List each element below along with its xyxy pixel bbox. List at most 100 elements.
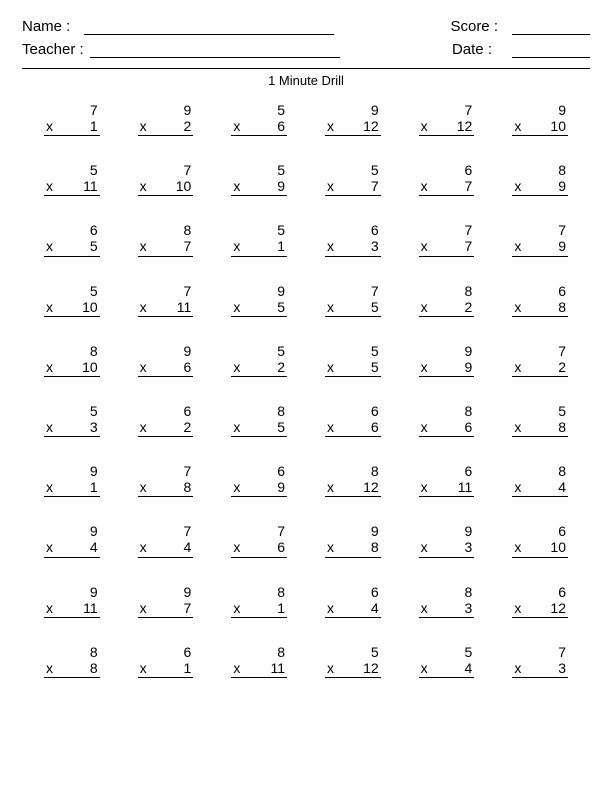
multiplicand: 5 bbox=[325, 162, 381, 178]
multiplier: 5 bbox=[56, 238, 100, 254]
problem: 8x1 bbox=[231, 584, 287, 618]
multiplicand: 9 bbox=[138, 343, 194, 359]
problem: 8x2 bbox=[419, 283, 475, 317]
multiplicand: 8 bbox=[512, 162, 568, 178]
multiplier: 1 bbox=[150, 660, 194, 676]
problem: 5x5 bbox=[325, 343, 381, 377]
teacher-field: Teacher : bbox=[22, 41, 340, 58]
multiplier-row: x2 bbox=[138, 118, 194, 136]
operator: x bbox=[512, 238, 524, 254]
problem: 6x10 bbox=[512, 523, 568, 557]
multiplier: 8 bbox=[524, 419, 568, 435]
operator: x bbox=[44, 660, 56, 676]
multiplier: 12 bbox=[431, 118, 475, 134]
multiplier-row: x12 bbox=[325, 660, 381, 678]
multiplicand: 8 bbox=[512, 463, 568, 479]
problem: 6x11 bbox=[419, 463, 475, 497]
multiplicand: 6 bbox=[325, 222, 381, 238]
multiplicand: 7 bbox=[419, 102, 475, 118]
multiplier: 2 bbox=[150, 118, 194, 134]
problem: 7x6 bbox=[231, 523, 287, 557]
multiplier-row: x2 bbox=[512, 359, 568, 377]
multiplier-row: x1 bbox=[138, 660, 194, 678]
multiplier-row: x8 bbox=[325, 539, 381, 557]
multiplier-row: x8 bbox=[138, 479, 194, 497]
multiplier-row: x9 bbox=[231, 479, 287, 497]
multiplier: 9 bbox=[243, 479, 287, 495]
multiplicand: 6 bbox=[325, 403, 381, 419]
operator: x bbox=[512, 359, 524, 375]
operator: x bbox=[419, 118, 431, 134]
problem: 6x2 bbox=[138, 403, 194, 437]
multiplicand: 8 bbox=[231, 584, 287, 600]
multiplicand: 7 bbox=[512, 222, 568, 238]
problem: 8x7 bbox=[138, 222, 194, 256]
operator: x bbox=[419, 419, 431, 435]
multiplier: 6 bbox=[243, 539, 287, 555]
multiplier-row: x12 bbox=[325, 118, 381, 136]
problem: 5x2 bbox=[231, 343, 287, 377]
name-line[interactable] bbox=[84, 19, 334, 35]
problem: 8x9 bbox=[512, 162, 568, 196]
worksheet-title: 1 Minute Drill bbox=[22, 73, 590, 88]
multiplicand: 5 bbox=[231, 343, 287, 359]
teacher-line[interactable] bbox=[90, 42, 340, 58]
multiplicand: 9 bbox=[325, 523, 381, 539]
operator: x bbox=[231, 118, 243, 134]
operator: x bbox=[419, 299, 431, 315]
multiplier-row: x1 bbox=[231, 600, 287, 618]
operator: x bbox=[325, 299, 337, 315]
multiplier-row: x9 bbox=[419, 359, 475, 377]
multiplier: 9 bbox=[243, 178, 287, 194]
problem: 6x12 bbox=[512, 584, 568, 618]
multiplier: 2 bbox=[150, 419, 194, 435]
multiplicand: 8 bbox=[419, 283, 475, 299]
multiplier: 4 bbox=[56, 539, 100, 555]
operator: x bbox=[231, 178, 243, 194]
multiplier-row: x6 bbox=[138, 359, 194, 377]
multiplier-row: x8 bbox=[512, 419, 568, 437]
operator: x bbox=[512, 419, 524, 435]
multiplier-row: x11 bbox=[138, 299, 194, 317]
operator: x bbox=[325, 479, 337, 495]
multiplicand: 7 bbox=[512, 644, 568, 660]
multiplier-row: x2 bbox=[231, 359, 287, 377]
multiplier-row: x10 bbox=[512, 118, 568, 136]
operator: x bbox=[325, 600, 337, 616]
operator: x bbox=[231, 299, 243, 315]
multiplier-row: x3 bbox=[325, 238, 381, 256]
score-line[interactable] bbox=[512, 19, 590, 35]
multiplier: 1 bbox=[56, 118, 100, 134]
operator: x bbox=[44, 178, 56, 194]
multiplicand: 8 bbox=[138, 222, 194, 238]
multiplier: 4 bbox=[150, 539, 194, 555]
multiplier: 5 bbox=[243, 299, 287, 315]
multiplier: 4 bbox=[431, 660, 475, 676]
multiplier: 12 bbox=[524, 600, 568, 616]
multiplier-row: x12 bbox=[325, 479, 381, 497]
operator: x bbox=[231, 600, 243, 616]
problem: 9x10 bbox=[512, 102, 568, 136]
multiplicand: 5 bbox=[419, 644, 475, 660]
date-line[interactable] bbox=[512, 42, 590, 58]
operator: x bbox=[419, 479, 431, 495]
multiplier-row: x6 bbox=[231, 539, 287, 557]
multiplicand: 5 bbox=[231, 102, 287, 118]
multiplicand: 7 bbox=[325, 283, 381, 299]
operator: x bbox=[44, 479, 56, 495]
multiplier-row: x4 bbox=[512, 479, 568, 497]
problem: 8x8 bbox=[44, 644, 100, 678]
problem-grid: 7x19x25x69x127x129x105x117x105x95x76x78x… bbox=[22, 102, 590, 678]
multiplicand: 8 bbox=[419, 403, 475, 419]
operator: x bbox=[231, 419, 243, 435]
multiplier: 10 bbox=[56, 359, 100, 375]
multiplicand: 6 bbox=[512, 523, 568, 539]
operator: x bbox=[512, 299, 524, 315]
multiplier-row: x5 bbox=[325, 359, 381, 377]
multiplier-row: x11 bbox=[419, 479, 475, 497]
problem: 9x9 bbox=[419, 343, 475, 377]
operator: x bbox=[325, 539, 337, 555]
multiplier-row: x6 bbox=[231, 118, 287, 136]
multiplier: 6 bbox=[243, 118, 287, 134]
multiplier: 10 bbox=[56, 299, 100, 315]
